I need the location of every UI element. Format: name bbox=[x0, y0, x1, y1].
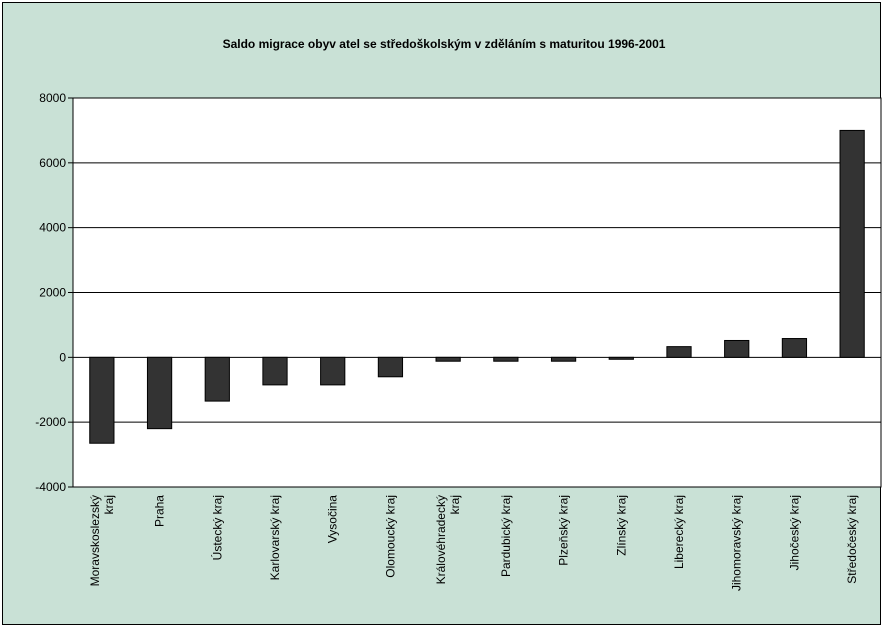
bar bbox=[839, 129, 865, 358]
category-label: Liberecký kraj bbox=[672, 495, 686, 569]
y-tick-label: 0 bbox=[59, 350, 66, 364]
y-tick-label: 8000 bbox=[39, 91, 66, 105]
category-label: Vysočina bbox=[326, 495, 340, 544]
bar bbox=[146, 356, 173, 430]
bars bbox=[89, 129, 865, 444]
category-label: Jihomoravský kraj bbox=[730, 495, 744, 591]
category-label: Ústecký kraj bbox=[209, 495, 224, 560]
category-label-line: Jihomoravský kraj bbox=[730, 495, 744, 591]
bar-chart: Saldo migrace obyv atel se středoškolský… bbox=[35, 37, 882, 591]
category-label-line: Vysočina bbox=[326, 495, 340, 544]
bar bbox=[89, 356, 115, 444]
category-label: Karlovarský kraj bbox=[268, 495, 282, 580]
category-label-line: Královéhradecký bbox=[434, 495, 448, 584]
category-label-line: Zlínský kraj bbox=[614, 495, 628, 556]
category-label-line: Jihočeský kraj bbox=[787, 495, 801, 570]
bar bbox=[320, 356, 346, 386]
category-label: Pardubický kraj bbox=[499, 495, 513, 577]
bar bbox=[550, 356, 577, 362]
category-label: Praha bbox=[153, 495, 167, 527]
bar bbox=[493, 356, 519, 362]
category-label-line: Karlovarský kraj bbox=[268, 495, 282, 580]
category-label-line: Plzeňský kraj bbox=[557, 495, 571, 566]
bar bbox=[781, 338, 808, 358]
category-label-line: Ústecký kraj bbox=[209, 495, 224, 560]
category-label: Moravskoslezský kraj bbox=[88, 495, 116, 586]
category-label-line: Liberecký kraj bbox=[672, 495, 686, 569]
bar bbox=[204, 356, 230, 402]
category-label: Jihočeský kraj bbox=[787, 495, 801, 570]
bar bbox=[608, 356, 634, 360]
category-label-line: Olomoucký kraj bbox=[383, 495, 397, 578]
bar bbox=[377, 356, 404, 378]
y-tick-label: -2000 bbox=[35, 415, 66, 429]
category-label: Zlínský kraj bbox=[614, 495, 628, 556]
bar bbox=[724, 339, 750, 358]
y-tick-label: -4000 bbox=[35, 480, 66, 494]
category-label-line: kraj bbox=[448, 495, 462, 514]
y-axis: -4000 -2000 0 2000 4000 6000 8000 bbox=[35, 91, 73, 494]
category-label-line: Pardubický kraj bbox=[499, 495, 513, 577]
category-label: Plzeňský kraj bbox=[557, 495, 571, 566]
y-tick-label: 4000 bbox=[39, 221, 66, 235]
bar bbox=[666, 346, 692, 358]
category-label-line: Středočeský kraj bbox=[845, 495, 859, 584]
category-label-line: kraj bbox=[102, 495, 116, 514]
chart-title: Saldo migrace obyv atel se středoškolský… bbox=[223, 37, 666, 51]
y-tick-label: 6000 bbox=[39, 156, 66, 170]
bar bbox=[435, 356, 461, 362]
bar bbox=[262, 356, 288, 386]
category-label: Královéhradecký kraj bbox=[434, 495, 462, 584]
y-tick-label: 2000 bbox=[39, 286, 66, 300]
category-label: Olomoucký kraj bbox=[383, 495, 397, 578]
category-label-line: Moravskoslezský bbox=[88, 495, 102, 586]
x-axis: Moravskoslezský kraj Praha Ústecký kraj Karl… bbox=[88, 495, 859, 591]
category-label-line: Praha bbox=[153, 495, 167, 527]
category-label: Středočeský kraj bbox=[845, 495, 859, 584]
